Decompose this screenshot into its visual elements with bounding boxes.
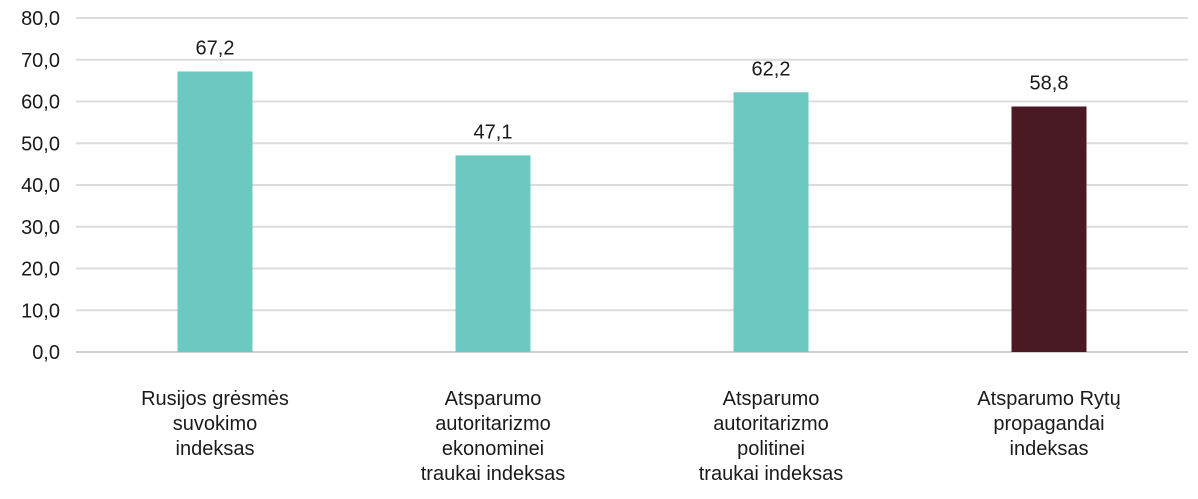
- x-category-label-line: Rusijos grėsmės: [141, 388, 289, 410]
- x-category-label: Atsparumo autoritarizmo ekonominei traukai …: [421, 388, 566, 485]
- bars: [177, 71, 1087, 352]
- x-category-label-line: ekonominei: [442, 438, 544, 460]
- gridlines: [76, 17, 1188, 353]
- y-tick-label: 70,0: [21, 50, 60, 72]
- x-category-label-line: propagandai: [993, 413, 1104, 435]
- x-category-label-line: indeksas: [176, 438, 255, 460]
- data-labels: 67,2 47,1 62,2 58,8: [196, 37, 1069, 143]
- bar-value-label: 62,2: [752, 58, 791, 80]
- y-tick-label: 0,0: [32, 342, 60, 364]
- x-category-label-line: indeksas: [1010, 438, 1089, 460]
- x-category-label-line: Atsparumo Rytų: [977, 388, 1120, 410]
- x-category-label: Rusijos grėsmės suvokimo indeksas: [141, 388, 289, 460]
- x-category-label-line: traukai indeksas: [421, 463, 566, 485]
- y-tick-label: 10,0: [21, 300, 60, 322]
- bar: [733, 92, 809, 352]
- y-tick-label: 30,0: [21, 217, 60, 239]
- x-category-label-line: Atsparumo: [445, 388, 542, 410]
- bar-value-label: 67,2: [196, 37, 235, 59]
- y-tick-label: 50,0: [21, 133, 60, 155]
- x-category-label: Atsparumo autoritarizmo politinei traukai i…: [699, 388, 844, 485]
- bar-value-label: 47,1: [474, 121, 513, 143]
- x-category-label: Atsparumo Rytų propagandai indeksas: [977, 388, 1120, 460]
- y-tick-label: 80,0: [21, 8, 60, 30]
- x-category-label-line: Atsparumo: [723, 388, 820, 410]
- x-category-label-line: autoritarizmo: [435, 413, 551, 435]
- x-category-label-line: traukai indeksas: [699, 463, 844, 485]
- bar-value-label: 58,8: [1030, 73, 1069, 95]
- x-category-label-line: autoritarizmo: [713, 413, 829, 435]
- bar: [1011, 106, 1087, 352]
- y-tick-label: 60,0: [21, 92, 60, 114]
- x-category-label-line: suvokimo: [173, 413, 257, 435]
- y-axis: 0,0 10,0 20,0 30,0 40,0 50,0 60,0 70,0 80,0: [21, 8, 60, 364]
- y-tick-label: 20,0: [21, 259, 60, 281]
- bar: [455, 155, 531, 352]
- x-axis: Rusijos grėsmės suvokimo indeksasAtsparumo…: [141, 388, 1121, 485]
- x-category-label-line: politinei: [737, 438, 805, 460]
- y-tick-label: 40,0: [21, 175, 60, 197]
- bar: [177, 71, 253, 352]
